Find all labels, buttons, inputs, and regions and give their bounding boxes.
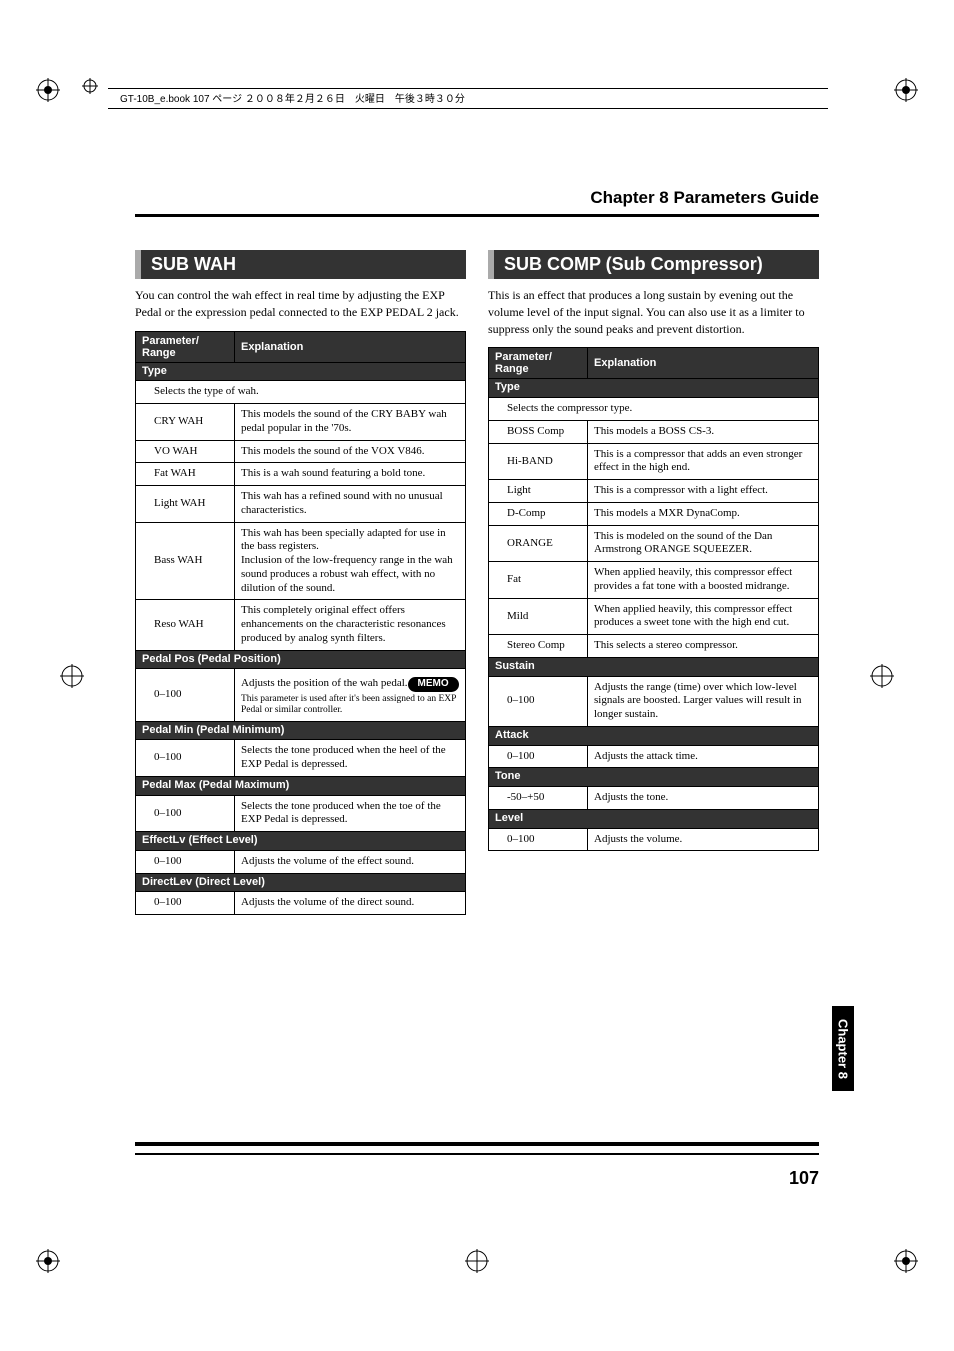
print-mark-icon bbox=[60, 664, 84, 688]
param-name: Fat WAH bbox=[136, 463, 235, 486]
param-explanation: This is a compressor with a light effect… bbox=[588, 480, 819, 503]
param-group-header: Tone bbox=[489, 768, 819, 787]
param-group-header: EffectLv (Effect Level) bbox=[136, 832, 466, 851]
param-name: 0–100 bbox=[136, 740, 235, 777]
param-explanation: Selects the tone produced when the toe o… bbox=[235, 795, 466, 832]
param-name: 0–100 bbox=[489, 676, 588, 726]
param-explanation: This selects a stereo compressor. bbox=[588, 635, 819, 658]
memo-text: This parameter is used after it's been a… bbox=[241, 694, 459, 717]
param-explanation: Adjusts the position of the wah pedal.ME… bbox=[235, 669, 466, 721]
param-name: 0–100 bbox=[136, 795, 235, 832]
param-explanation: This models a MXR DynaComp. bbox=[588, 502, 819, 525]
sub-wah-title: SUB WAH bbox=[135, 250, 466, 279]
param-explanation: Adjusts the volume of the effect sound. bbox=[235, 850, 466, 873]
param-name: 0–100 bbox=[136, 850, 235, 873]
param-explanation: Adjusts the range (time) over which low-… bbox=[588, 676, 819, 726]
right-column: SUB COMP (Sub Compressor) This is an eff… bbox=[488, 250, 819, 915]
col-param: Parameter/​Range bbox=[136, 331, 235, 362]
param-explanation: Adjusts the tone. bbox=[588, 787, 819, 810]
memo-badge: MEMO bbox=[408, 677, 459, 692]
param-explanation: When applied heavily, this compressor ef… bbox=[588, 598, 819, 635]
param-name: -50–+50 bbox=[489, 787, 588, 810]
col-expl: Explanation bbox=[235, 331, 466, 362]
sub-wah-table: Parameter/​Range Explanation TypeSelects… bbox=[135, 331, 466, 916]
param-explanation: This is modeled on the sound of the Dan … bbox=[588, 525, 819, 562]
param-name: BOSS Comp bbox=[489, 420, 588, 443]
col-expl: Explanation bbox=[588, 348, 819, 379]
param-group-desc: Selects the compressor type. bbox=[489, 398, 819, 421]
print-mark-icon bbox=[894, 78, 918, 102]
param-group-header: Pedal Max (Pedal Maximum) bbox=[136, 776, 466, 795]
param-name: 0–100 bbox=[489, 745, 588, 768]
param-group-desc: Selects the type of wah. bbox=[136, 381, 466, 404]
param-explanation: This models a BOSS CS-3. bbox=[588, 420, 819, 443]
print-mark-icon bbox=[894, 1249, 918, 1273]
header-line bbox=[135, 214, 819, 217]
param-explanation: This completely original effect offers e… bbox=[235, 600, 466, 650]
print-mark-icon bbox=[465, 1249, 489, 1273]
param-explanation: This models the sound of the CRY BABY wa… bbox=[235, 404, 466, 441]
param-name: Hi-BAND bbox=[489, 443, 588, 480]
param-name: Fat bbox=[489, 562, 588, 599]
param-name: Stereo Comp bbox=[489, 635, 588, 658]
footer-line-thick bbox=[135, 1142, 819, 1146]
left-column: SUB WAH You can control the wah effect i… bbox=[135, 250, 466, 915]
sheet-frame-top bbox=[108, 88, 828, 89]
param-group-header: Attack bbox=[489, 726, 819, 745]
param-explanation: This models the sound of the VOX V846. bbox=[235, 440, 466, 463]
chapter-tab: Chapter 8 bbox=[832, 1006, 854, 1091]
param-name: VO WAH bbox=[136, 440, 235, 463]
param-name: Mild bbox=[489, 598, 588, 635]
param-name: Light bbox=[489, 480, 588, 503]
print-mark-icon bbox=[36, 78, 60, 102]
param-group-header: Sustain bbox=[489, 657, 819, 676]
print-mark-icon bbox=[36, 1249, 60, 1273]
param-explanation: Selects the tone produced when the heel … bbox=[235, 740, 466, 777]
col-param: Parameter/​Range bbox=[489, 348, 588, 379]
param-name: ORANGE bbox=[489, 525, 588, 562]
sub-comp-table: Parameter/​Range Explanation TypeSelects… bbox=[488, 347, 819, 851]
param-group-header: DirectLev (Direct Level) bbox=[136, 873, 466, 892]
param-explanation: This is a wah sound featuring a bold ton… bbox=[235, 463, 466, 486]
footer-line-thin bbox=[135, 1153, 819, 1155]
param-group-header: Type bbox=[136, 362, 466, 381]
param-explanation: This is a compressor that adds an even s… bbox=[588, 443, 819, 480]
param-name: D-Comp bbox=[489, 502, 588, 525]
sub-comp-intro: This is an effect that produces a long s… bbox=[488, 287, 819, 337]
param-name: CRY WAH bbox=[136, 404, 235, 441]
sheet-frame-line bbox=[108, 108, 828, 109]
param-group-header: Pedal Min (Pedal Minimum) bbox=[136, 721, 466, 740]
page-number: 107 bbox=[789, 1168, 819, 1189]
param-explanation: Adjusts the volume of the direct sound. bbox=[235, 892, 466, 915]
param-explanation: This wah has been specially adapted for … bbox=[235, 522, 466, 600]
param-explanation: Adjusts the attack time. bbox=[588, 745, 819, 768]
param-group-header: Type bbox=[489, 379, 819, 398]
param-explanation: When applied heavily, this compressor ef… bbox=[588, 562, 819, 599]
param-name: Reso WAH bbox=[136, 600, 235, 650]
param-group-header: Level bbox=[489, 809, 819, 828]
param-name: Bass WAH bbox=[136, 522, 235, 600]
param-explanation: This wah has a refined sound with no unu… bbox=[235, 486, 466, 523]
sub-wah-intro: You can control the wah effect in real t… bbox=[135, 287, 466, 321]
param-explanation: Adjusts the volume. bbox=[588, 828, 819, 851]
print-mark-icon bbox=[82, 78, 98, 94]
param-name: 0–100 bbox=[136, 669, 235, 721]
param-name: Light WAH bbox=[136, 486, 235, 523]
chapter-header: Chapter 8 Parameters Guide bbox=[590, 188, 819, 208]
print-mark-icon bbox=[870, 664, 894, 688]
param-name: 0–100 bbox=[489, 828, 588, 851]
sub-comp-title: SUB COMP (Sub Compressor) bbox=[488, 250, 819, 279]
sheet-info: GT-10B_e.book 107 ページ ２００８年２月２６日 火曜日 午後３… bbox=[120, 90, 465, 105]
param-name: 0–100 bbox=[136, 892, 235, 915]
param-group-header: Pedal Pos (Pedal Position) bbox=[136, 650, 466, 669]
